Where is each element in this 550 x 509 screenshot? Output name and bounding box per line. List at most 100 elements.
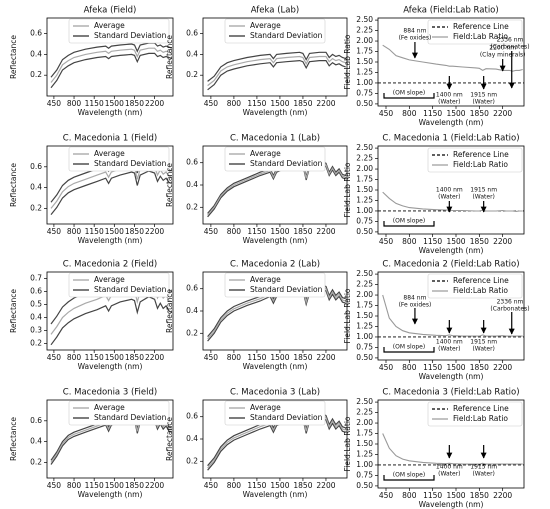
y-tick-label: 0.2 [186,202,198,211]
x-tick-label: 1500 [446,237,465,246]
annotation-text: 1400 nm [436,92,463,99]
y-tick-label: 0.75 [356,342,373,351]
legend-label: Average [250,21,281,30]
x-tick-label: 800 [67,353,82,362]
y-tick-label: 0.5 [30,300,42,309]
y-tick-label: 2.50 [356,269,373,278]
x-tick-label: 800 [402,237,417,246]
y-tick-label: 0.6 [30,416,42,425]
average-line [207,55,346,87]
y-tick-label: 1.75 [356,175,373,184]
x-tick-label: 1150 [85,99,104,108]
y-tick-label: 0.6 [30,29,42,38]
legend-label: Standard Deviation [250,159,323,168]
x-tick-label: 1850 [470,109,489,118]
annotation-text: 1915 nm [470,187,497,194]
x-tick-label: 1150 [423,237,442,246]
x-tick-label: 1150 [85,481,104,490]
y-tick-label: 2.00 [356,164,373,173]
legend-label: Average [94,403,125,412]
x-tick-label: 1850 [293,353,312,362]
std-dev-line [207,51,346,82]
x-tick-label: 2200 [316,99,335,108]
annotation-text: (Water) [438,99,460,106]
x-tick-label: 1500 [105,227,124,236]
y-tick-label: 0.2 [186,456,198,465]
x-tick-label: 450 [379,237,394,246]
y-tick-label: 0.6 [30,287,42,296]
y-tick-label: 0.2 [186,70,198,79]
std-dev-line [50,170,173,215]
annotation-text: 884 nm [403,295,426,302]
bracket-label: (OM slope) [393,218,425,225]
panel-title: C. Macedonia 2 (Lab) [230,260,320,270]
x-tick-label: 1500 [270,481,289,490]
y-axis-label: Reflectance [165,417,174,461]
x-tick-label: 800 [402,109,417,118]
annotation-text: 1915 nm [470,339,497,346]
annotation-text: (Water) [472,194,494,201]
bracket [383,93,435,99]
annotation-text: 2336 nm [497,299,524,306]
legend-label: Reference Line [453,150,509,159]
x-tick-label: 1150 [247,481,266,490]
x-tick-label: 450 [47,227,62,236]
y-axis-label: Field:Lab Ratio [343,288,352,343]
legend-label: Average [250,275,281,284]
bracket-label: (OM slope) [393,90,425,97]
x-tick-label: 1850 [293,227,312,236]
y-tick-label: 0.4 [186,434,198,443]
x-tick-label: 450 [379,491,394,500]
x-tick-label: 1500 [105,481,124,490]
panel-title: C. Macedonia 3 (Field) [63,388,157,398]
y-tick-label: 1.25 [356,449,373,458]
x-tick-label: 1500 [270,353,289,362]
y-tick-label: 1.50 [356,439,373,448]
bracket [383,475,435,481]
x-tick-label: 800 [402,363,417,372]
x-tick-label: 2200 [493,363,512,372]
y-tick-label: 0.2 [30,70,42,79]
annotation-text: 1915 nm [470,92,497,99]
x-tick-label: 2200 [493,109,512,118]
ratio-line [382,191,523,212]
x-tick-label: 1500 [270,227,289,236]
y-axis-label: Reflectance [9,417,18,461]
x-axis-label: Wavelength (nm) [243,236,308,245]
legend-box [68,272,170,298]
y-tick-label: 2.25 [356,408,373,417]
average-line [50,47,173,83]
x-axis-label: Wavelength (nm) [419,246,484,255]
x-tick-label: 450 [379,109,394,118]
annotation-text: (Carbonates) [490,44,529,51]
x-tick-label: 450 [47,353,62,362]
x-tick-label: 2200 [145,481,164,490]
legend-label: Standard Deviation [94,31,167,40]
legend-label: Average [94,21,125,30]
legend-label: Field:Lab Ratio [453,286,508,295]
legend-label: Reference Line [453,404,509,413]
y-tick-label: 0.4 [186,306,198,315]
x-tick-label: 1150 [247,227,266,236]
annotation-text: 1400 nm [436,339,463,346]
annotation-text: (Water) [438,194,460,201]
x-tick-label: 2200 [316,353,335,362]
annotation-text: (Water) [472,471,494,478]
y-tick-label: 1.50 [356,311,373,320]
x-tick-label: 1500 [270,99,289,108]
x-axis-label: Wavelength (nm) [243,490,308,499]
x-tick-label: 800 [67,481,82,490]
y-tick-label: 0.6 [186,29,198,38]
x-tick-label: 450 [47,99,62,108]
panel-title: C. Macedonia 1 (Field) [63,134,157,144]
legend-label: Standard Deviation [94,285,167,294]
legend-label: Average [94,149,125,158]
y-tick-label: 1.25 [356,195,373,204]
legend-box [68,146,170,172]
x-tick-label: 1850 [125,353,144,362]
y-axis-label: Reflectance [9,163,18,207]
y-tick-label: 0.75 [356,216,373,225]
x-tick-label: 450 [47,481,62,490]
y-tick-label: 1.75 [356,47,373,56]
std-dev-line [50,52,173,89]
